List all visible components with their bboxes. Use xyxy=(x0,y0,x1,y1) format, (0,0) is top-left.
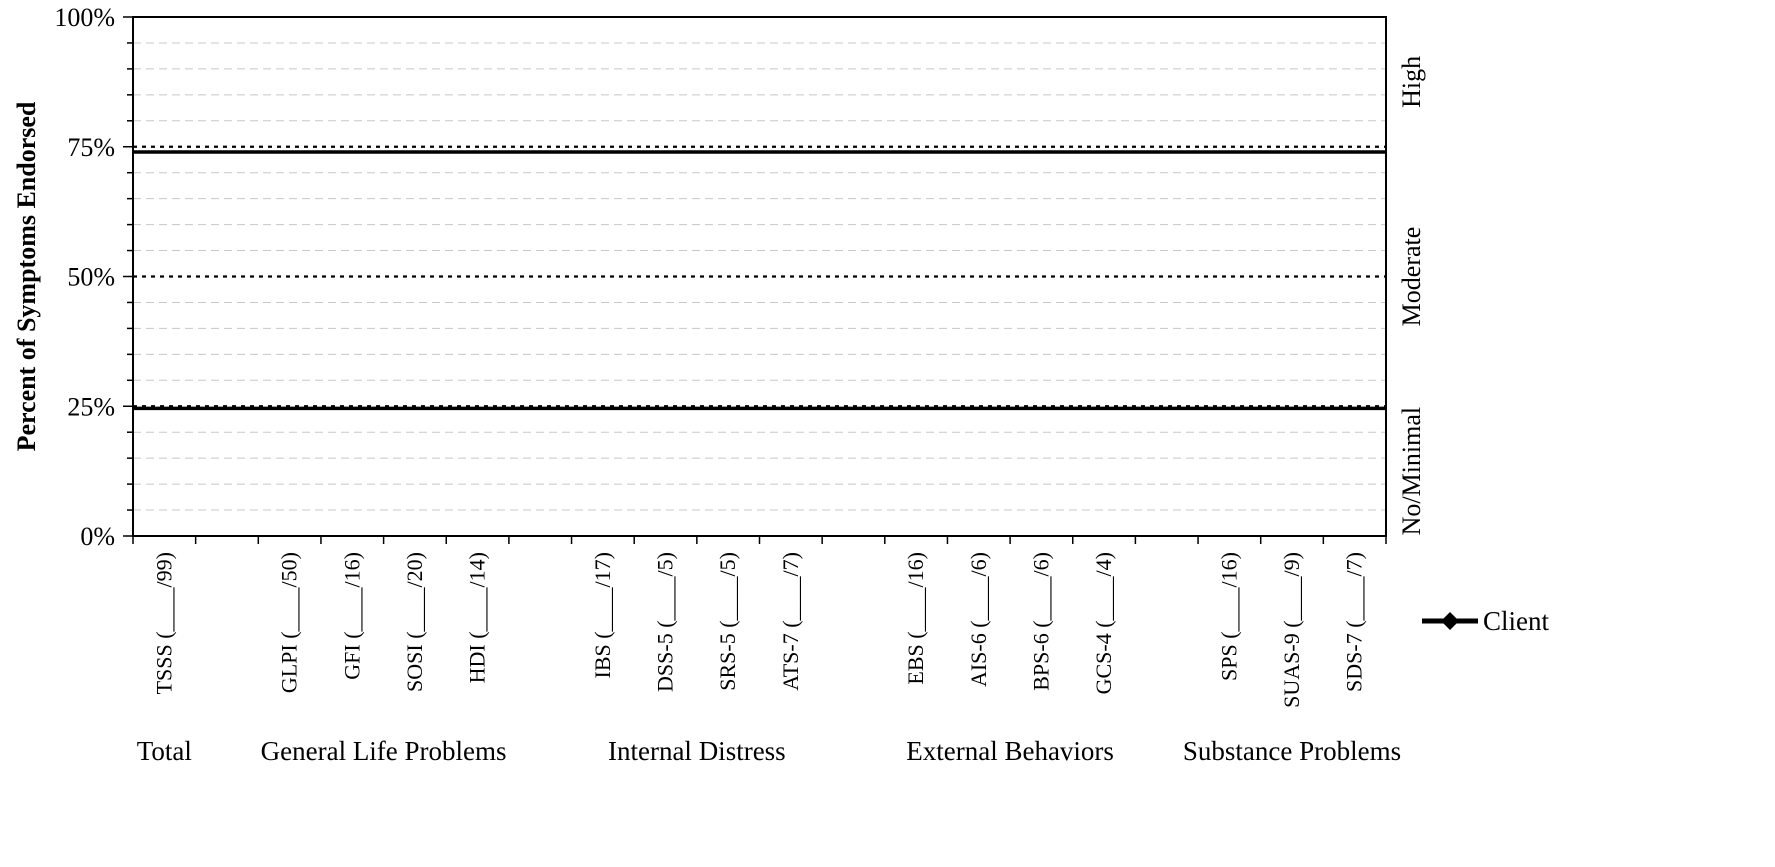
severity-band-label: No/Minimal xyxy=(1397,407,1426,536)
severity-band-label: Moderate xyxy=(1397,227,1426,327)
x-tick-label: HDI (____/14) xyxy=(465,552,490,683)
x-tick-label: SUAS-9 (____/9) xyxy=(1279,552,1304,708)
severity-band-label: High xyxy=(1397,56,1426,108)
x-tick-label: GFI (____/16) xyxy=(339,552,364,680)
legend: Client xyxy=(1422,606,1549,636)
category-group-label: External Behaviors xyxy=(906,736,1114,766)
x-tick-label: AIS-6 (____/6) xyxy=(966,552,991,687)
x-tick-label: DSS-5 (____/5) xyxy=(653,552,678,692)
y-tick-label: 75% xyxy=(67,133,115,162)
y-axis: 0% 25% 50% 75% 100% xyxy=(54,3,133,551)
x-tick-label: EBS (____/16) xyxy=(903,552,928,685)
category-groups: Total General Life Problems Internal Distr… xyxy=(137,736,1401,766)
x-tick-label: GCS-4 (____/4) xyxy=(1091,552,1116,694)
legend-diamond-marker xyxy=(1441,612,1459,630)
x-tick-label: SRS-5 (____/5) xyxy=(715,552,740,691)
x-tick-label: TSSS (____/99) xyxy=(151,552,176,694)
y-tick-label: 25% xyxy=(67,392,115,421)
grid-lines xyxy=(133,42,1386,511)
severity-bands: No/Minimal Moderate High xyxy=(1397,56,1426,536)
y-tick-label: 100% xyxy=(54,3,115,32)
x-tick-label: SOSI (____/20) xyxy=(402,552,427,692)
x-tick-label: ATS-7 (____/7) xyxy=(778,552,803,691)
x-tick-label: SDS-7 (____/7) xyxy=(1342,552,1367,692)
x-tick-label: GLPI (____/50) xyxy=(277,552,302,693)
category-group-label: General Life Problems xyxy=(261,736,507,766)
category-group-label: Total xyxy=(137,736,192,766)
legend-label: Client xyxy=(1483,606,1549,636)
x-axis: TSSS (____/99) GLPI (____/50) GFI (____/16… xyxy=(132,536,1387,708)
category-group-label: Internal Distress xyxy=(608,736,786,766)
x-tick-label: BPS-6 (____/6) xyxy=(1028,552,1053,691)
y-tick-label: 0% xyxy=(80,522,115,551)
y-tick-label: 50% xyxy=(67,263,115,292)
reference-lines xyxy=(133,145,1386,411)
x-tick-label: SPS (____/16) xyxy=(1216,552,1241,681)
y-axis-title: Percent of Symptoms Endorsed xyxy=(12,101,41,451)
category-group-label: Substance Problems xyxy=(1183,736,1401,766)
x-tick-label: IBS (____/17) xyxy=(590,552,615,679)
